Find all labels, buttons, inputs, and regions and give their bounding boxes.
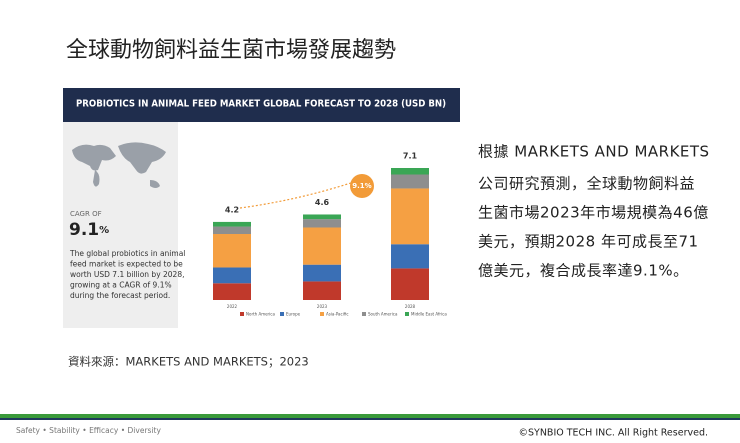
bar-segment: [213, 234, 251, 268]
growth-arrow: [239, 179, 361, 209]
bar-segment: [303, 264, 341, 282]
description-line: growing at a CAGR of 9.1%: [70, 281, 172, 290]
cagr-label: CAGR OF: [70, 210, 102, 218]
tagline: Safety • Stability • Efficacy • Diversit…: [16, 426, 161, 435]
legend-swatch: [320, 312, 324, 316]
cagr-badge-label: 9.1%: [352, 182, 371, 190]
bar-segment: [391, 168, 429, 175]
bar-total: 4.6: [315, 198, 330, 207]
bar-segment: [303, 281, 341, 300]
chart: 4.2 2022 4.6 2023 7.1 2028 9.1% North America Eu…: [213, 152, 447, 317]
description: The global probiotics in animal feed mark…: [69, 249, 185, 300]
bar-segment: [213, 226, 251, 234]
x-tick-label: 2023: [317, 304, 328, 309]
legend-swatch: [280, 312, 284, 316]
footer-bar: [0, 414, 740, 418]
legend-label: Asia-Pacific: [326, 312, 349, 317]
bar-segment: [391, 174, 429, 189]
bar-segment: [303, 214, 341, 220]
body-line: 億美元，複合成長率達9.1%。: [478, 262, 689, 280]
legend-label: North America: [246, 312, 276, 317]
bar-segment: [303, 219, 341, 228]
footer-line: [0, 418, 740, 420]
bar-segment: [213, 267, 251, 284]
body-line: 根據 MARKETS AND MARKETS: [478, 143, 710, 161]
bar-segment: [213, 283, 251, 300]
cagr-badge: [350, 174, 374, 198]
legend-swatch: [405, 312, 409, 316]
bar-total: 7.1: [403, 152, 418, 161]
banner: [63, 88, 460, 122]
world-map: [72, 142, 166, 188]
legend-swatch: [362, 312, 366, 316]
bar-segment: [391, 188, 429, 245]
cagr-unit: %: [99, 225, 109, 236]
source: 資料來源：MARKETS AND MARKETS；2023: [68, 355, 309, 369]
bar-segment: [391, 268, 429, 300]
description-line: feed market is expected to be: [70, 260, 183, 269]
cagr-value: 9.1%: [69, 220, 109, 240]
legend-label: Europe: [286, 312, 301, 317]
bar-segment: [303, 227, 341, 265]
body-line: 美元，預期2028 年可成長至71: [478, 233, 699, 251]
copyright: ©SYNBIO TECH INC. All Right Reserved.: [518, 428, 708, 439]
body-line: 生菌市場2023年市場規模為46億: [478, 204, 709, 222]
bar-segment: [213, 221, 251, 227]
cagr-number: 9.1: [69, 220, 99, 240]
slide-title: 全球動物飼料益生菌市場發展趨勢: [66, 38, 396, 63]
description-line: during the forecast period.: [70, 291, 170, 300]
description-line: worth USD 7.1 billion by 2028,: [70, 270, 184, 279]
x-tick-label: 2028: [405, 304, 416, 309]
legend-label: South America: [368, 312, 398, 317]
legend-swatch: [240, 312, 244, 316]
bar-total: 4.2: [225, 205, 239, 214]
description-line: The global probiotics in animal: [69, 249, 185, 258]
x-tick-label: 2022: [227, 304, 238, 309]
body-line: 公司研究預測，全球動物飼料益: [478, 175, 695, 193]
banner-title: PROBIOTICS IN ANIMAL FEED MARKET GLOBAL …: [76, 99, 446, 110]
legend-label: Middle East Africa: [411, 312, 447, 317]
body-text: 根據 MARKETS AND MARKETS 公司研究預測，全球動物飼料益生菌市場…: [478, 143, 710, 280]
bar-segment: [391, 244, 429, 269]
